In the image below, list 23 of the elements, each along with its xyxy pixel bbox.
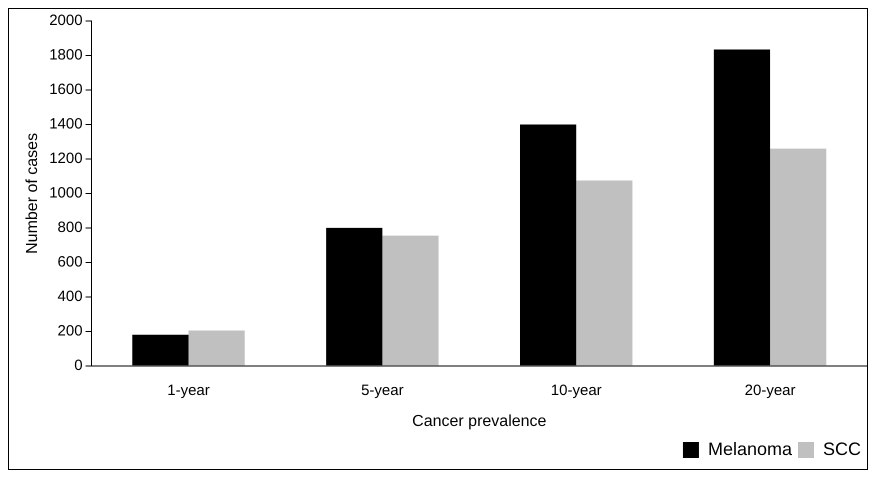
bar xyxy=(382,236,439,366)
y-tick-label: 400 xyxy=(58,288,83,305)
bar xyxy=(188,330,245,366)
bar xyxy=(770,148,826,366)
x-tick-label: 10-year xyxy=(550,382,602,399)
y-tick-label: 1200 xyxy=(49,150,83,168)
y-tick-label: 1400 xyxy=(49,116,83,133)
y-axis-title: Number of cases xyxy=(24,132,42,254)
x-tick-label: 5-year xyxy=(361,382,404,399)
x-tick-label: 1-year xyxy=(167,382,210,399)
x-tick-label: 20-year xyxy=(744,382,796,399)
y-tick-label: 200 xyxy=(58,322,83,340)
y-tick-label: 800 xyxy=(58,219,83,236)
y-tick-label: 1000 xyxy=(49,184,83,202)
bar xyxy=(576,180,632,366)
legend-label: Melanoma xyxy=(708,438,793,459)
legend-label: SCC xyxy=(822,438,862,459)
y-tick-label: 2000 xyxy=(49,12,83,30)
y-tick-label: 0 xyxy=(74,356,83,374)
y-tick-label: 1800 xyxy=(49,46,83,64)
y-tick-label: 600 xyxy=(58,254,83,270)
x-axis-title: Cancer prevalence xyxy=(412,412,547,430)
y-tick-label: 1600 xyxy=(49,81,83,98)
